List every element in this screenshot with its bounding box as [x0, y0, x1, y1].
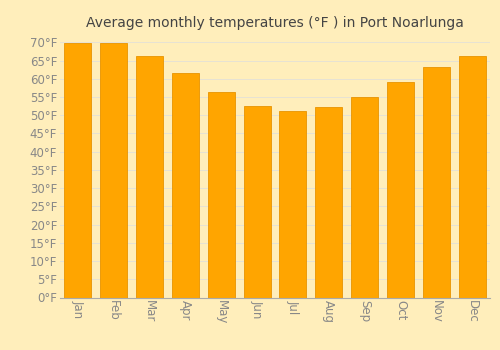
Bar	[458, 56, 485, 298]
Bar	[100, 43, 127, 298]
Bar	[208, 92, 234, 298]
Bar	[280, 111, 306, 298]
Bar	[423, 68, 450, 298]
Bar	[136, 56, 163, 298]
Bar	[244, 106, 270, 298]
Bar	[64, 43, 92, 298]
Title: Average monthly temperatures (°F ) in Port Noarlunga: Average monthly temperatures (°F ) in Po…	[86, 16, 464, 30]
Bar	[172, 73, 199, 298]
Bar	[351, 97, 378, 298]
Bar	[316, 107, 342, 298]
Bar	[387, 82, 414, 298]
